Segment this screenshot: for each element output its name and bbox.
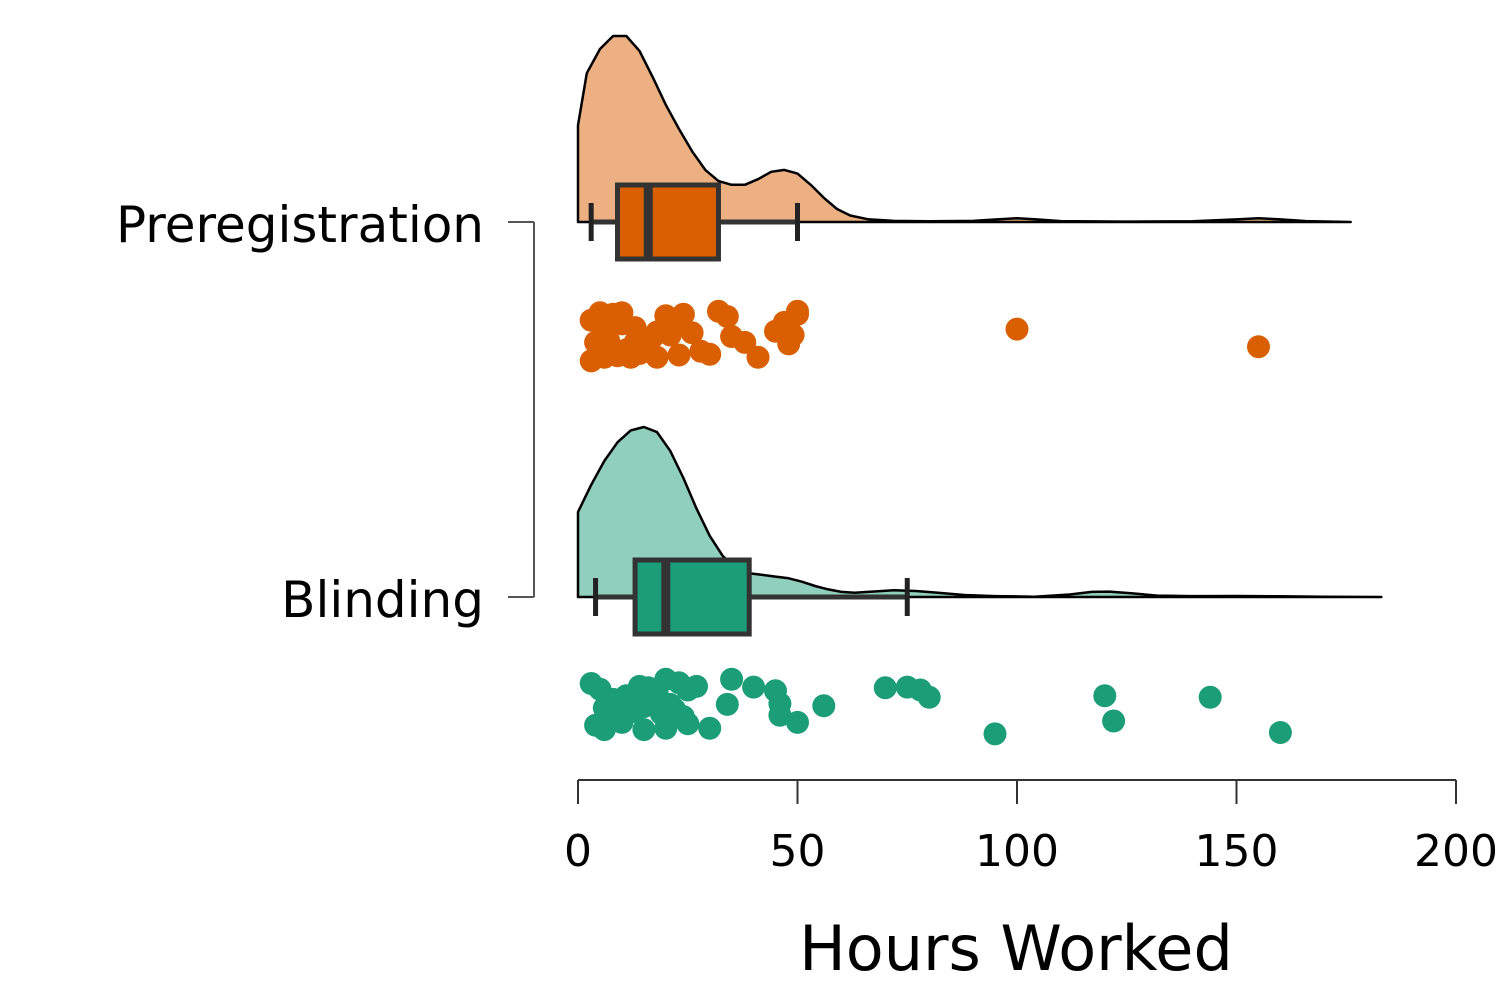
x-tick-label: 150: [1195, 826, 1279, 877]
preregistration-point: [698, 342, 722, 366]
blinding-point: [698, 716, 722, 740]
blinding-point: [768, 703, 792, 727]
blinding-point: [983, 722, 1007, 746]
blinding-point: [786, 710, 809, 734]
preregistration-point: [645, 345, 669, 369]
preregistration-point: [680, 321, 704, 345]
blinding-point: [1093, 684, 1117, 708]
blinding-point: [685, 674, 708, 698]
preregistration-point: [658, 323, 682, 347]
blinding-box: [632, 557, 752, 637]
blinding-point: [592, 718, 616, 742]
blinding-point: [812, 694, 836, 718]
preregistration-point: [1247, 335, 1270, 359]
x-axis: 0 50 100 150 200: [564, 779, 1498, 877]
preregistration-point: [733, 330, 757, 354]
blinding-point: [632, 718, 656, 742]
preregistration-point: [715, 305, 739, 328]
blinding-point: [1198, 685, 1222, 709]
x-tick-label: 0: [564, 826, 592, 877]
preregistration-label: Preregistration: [116, 196, 484, 254]
preregistration-point: [623, 330, 647, 354]
blinding-point: [654, 716, 678, 740]
preregistration-group: [576, 34, 1352, 373]
preregistration-point: [671, 302, 695, 326]
blinding-point: [917, 685, 941, 709]
x-tick-label: 50: [770, 826, 826, 877]
preregistration-point: [781, 323, 805, 347]
preregistration-box: [615, 182, 721, 262]
plot-area: [576, 34, 1383, 746]
blinding-point: [619, 696, 643, 720]
blinding-point: [1102, 709, 1126, 733]
preregistration-point: [667, 343, 691, 367]
x-tick-label: 200: [1414, 826, 1498, 877]
blinding-group: [576, 425, 1383, 746]
preregistration-point: [786, 302, 809, 326]
blinding-point: [720, 667, 744, 691]
category-labels: Preregistration Blinding: [116, 196, 535, 629]
blinding-point: [873, 676, 897, 700]
preregistration-point: [597, 329, 621, 353]
blinding-label: Blinding: [281, 571, 484, 629]
preregistration-point: [1005, 317, 1029, 341]
x-tick-label: 100: [975, 826, 1059, 877]
blinding-point: [715, 692, 739, 716]
preregistration-point: [746, 345, 770, 369]
blinding-point: [1268, 721, 1292, 744]
blinding-point: [742, 675, 766, 699]
blinding-point: [676, 712, 700, 736]
x-axis-title: Hours Worked: [799, 912, 1233, 985]
preregistration-density-cloud: [576, 34, 1352, 224]
